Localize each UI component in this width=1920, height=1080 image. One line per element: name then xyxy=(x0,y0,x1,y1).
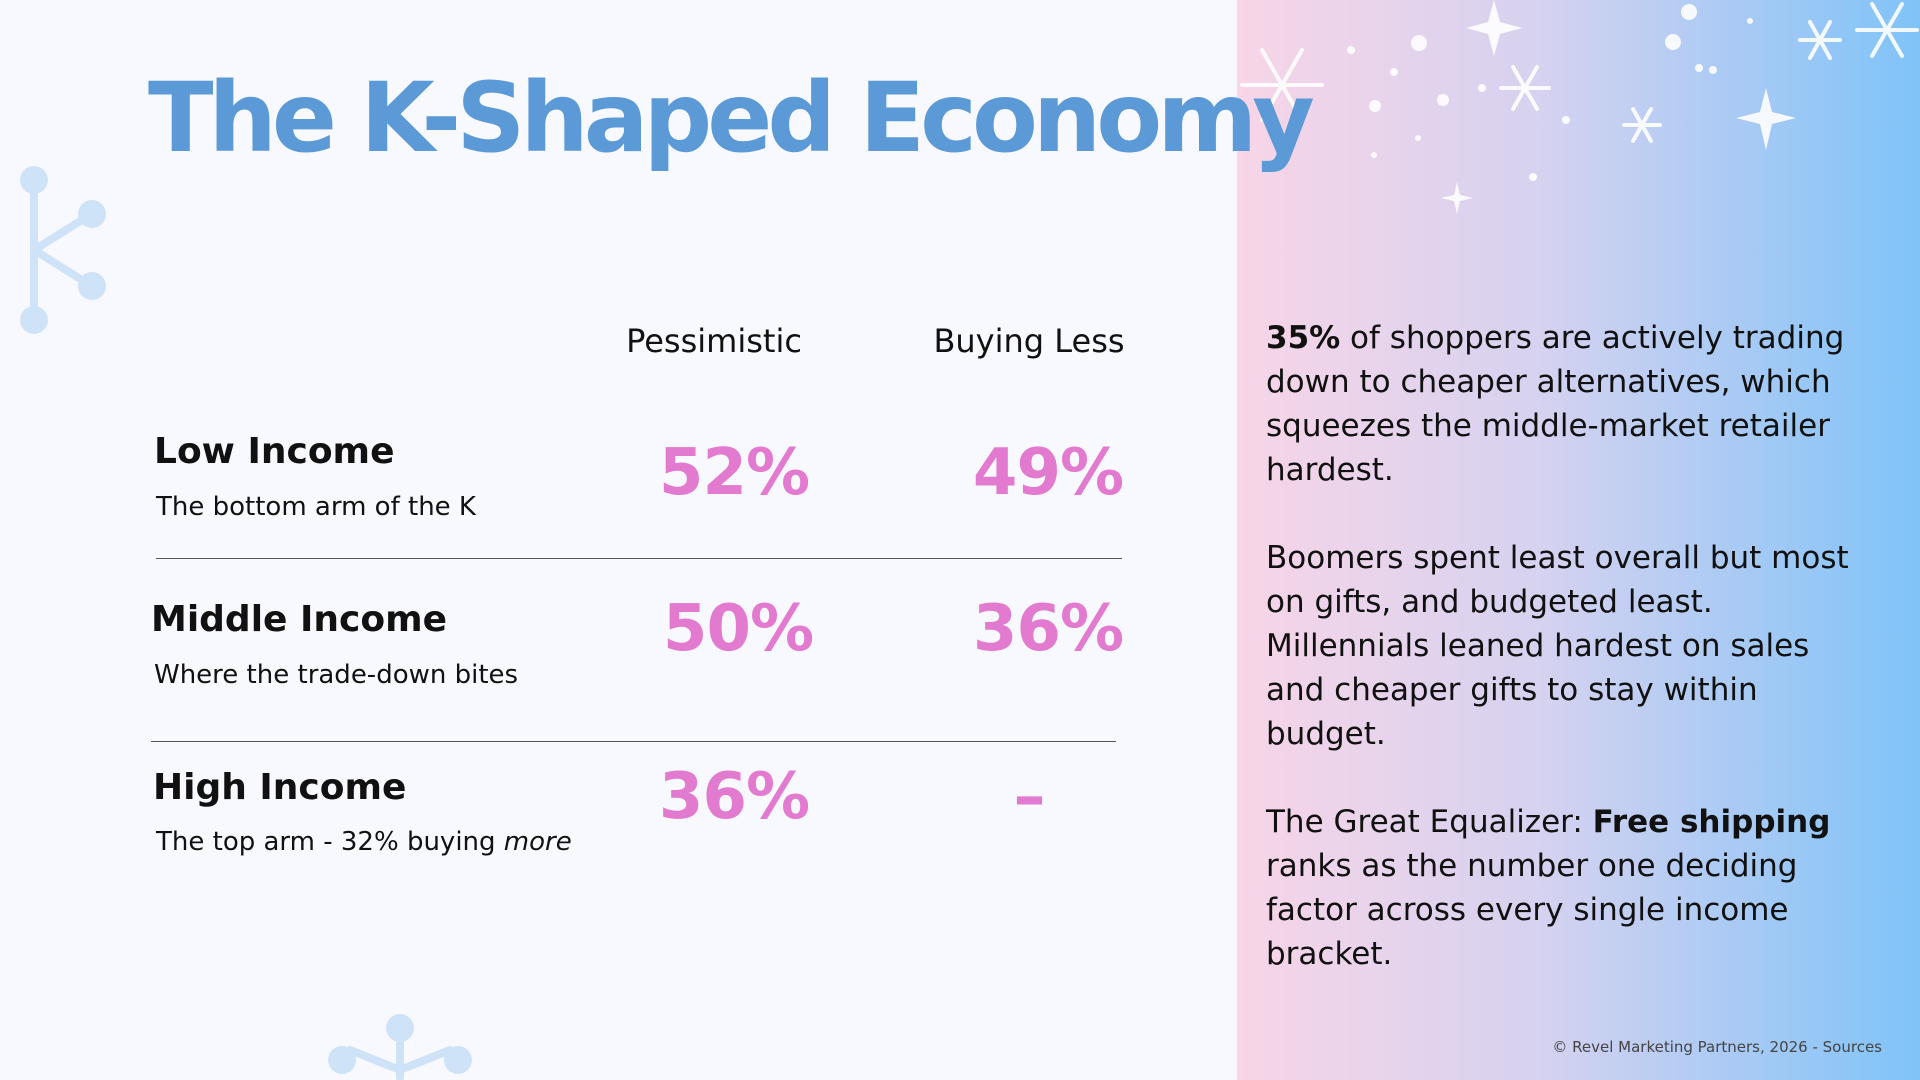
bold: 35% xyxy=(1266,320,1341,356)
value: 52% xyxy=(658,436,810,510)
value: 36% xyxy=(972,592,1124,666)
sidebar: 35% of shoppers are actively trading dow… xyxy=(1266,316,1876,1020)
paragraph: Boomers spent least overall but most on … xyxy=(1266,536,1876,756)
row-sublabel: The top arm - 32% buying more xyxy=(156,827,572,857)
value: 49% xyxy=(972,436,1124,510)
emphasis: more xyxy=(503,827,572,857)
text: of shoppers are actively trading down to… xyxy=(1266,320,1845,488)
text: Boomers spent least overall but most on … xyxy=(1266,540,1849,752)
row-label: Middle Income xyxy=(151,599,448,640)
column-header: Pessimistic xyxy=(626,322,802,360)
decoration xyxy=(20,166,106,334)
divider xyxy=(156,558,1122,559)
value: 50% xyxy=(662,592,814,666)
divider xyxy=(151,741,1116,742)
text: ranks as the number one deciding factor … xyxy=(1266,848,1798,972)
value: 36% xyxy=(658,760,810,834)
value: – xyxy=(1013,760,1046,834)
side-panel xyxy=(1237,0,1920,1080)
bold: Free shipping xyxy=(1592,804,1831,840)
decoration xyxy=(328,1014,472,1080)
text: The Great Equalizer: xyxy=(1266,804,1593,840)
row-label: Low Income xyxy=(154,431,395,472)
row-sublabel: Where the trade-down bites xyxy=(154,660,519,690)
column-header: Buying Less xyxy=(933,322,1125,360)
title: The K-Shaped Economy xyxy=(148,62,1315,174)
paragraph: The Great Equalizer: Free shipping ranks… xyxy=(1266,800,1876,976)
decoration xyxy=(1240,0,1919,214)
text: The top arm - 32% buying xyxy=(156,827,504,857)
row-label: High Income xyxy=(153,767,407,808)
footer: © Revel Marketing Partners, 2026 - Sourc… xyxy=(1552,1038,1882,1056)
row-sublabel: The bottom arm of the K xyxy=(156,492,476,522)
paragraph: 35% of shoppers are actively trading dow… xyxy=(1266,316,1876,492)
